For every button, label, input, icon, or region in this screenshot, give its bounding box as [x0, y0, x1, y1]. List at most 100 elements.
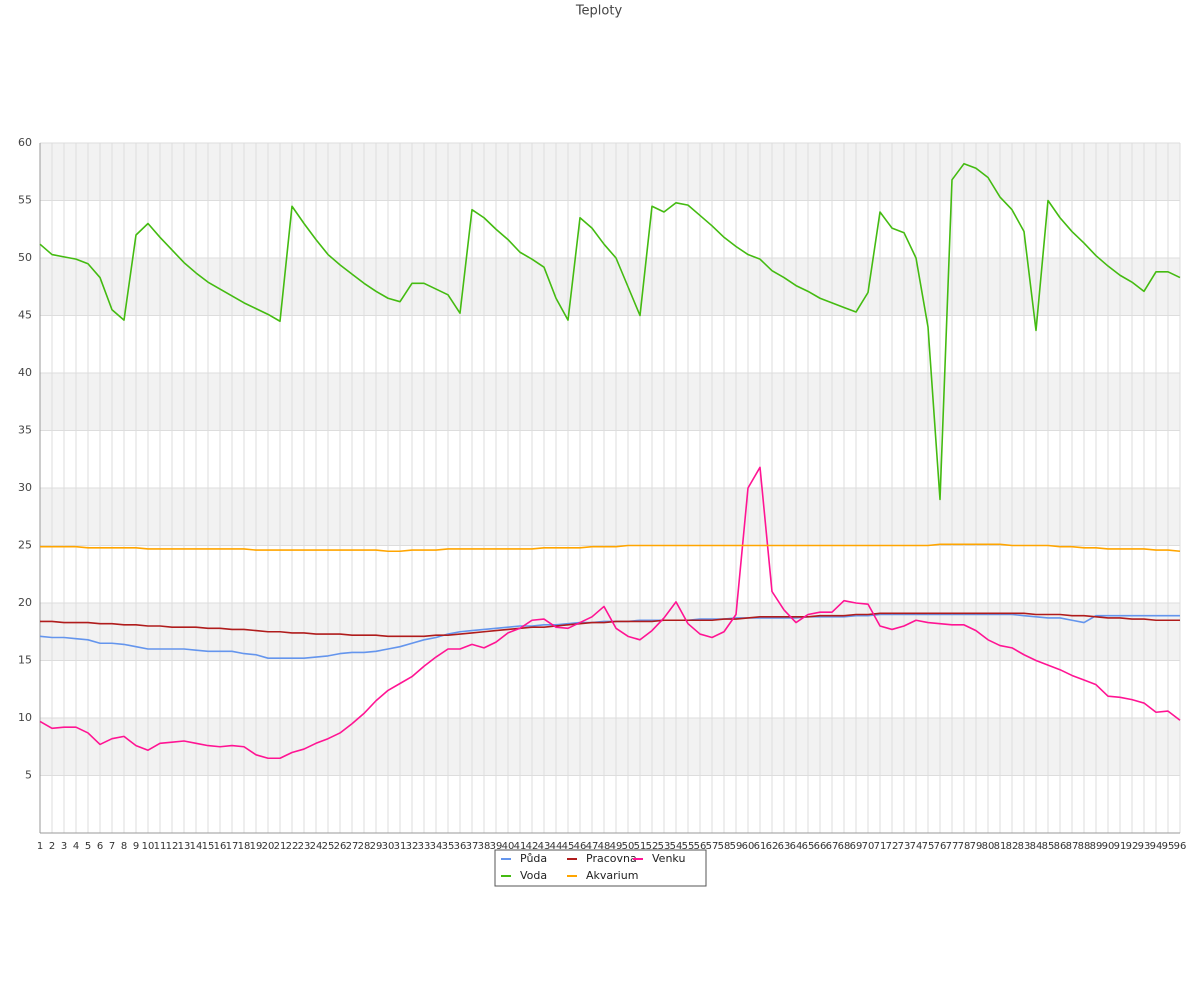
y-tick-label: 30: [18, 481, 32, 494]
x-tick-label: 61: [754, 841, 767, 852]
x-tick-label: 38: [478, 841, 491, 852]
x-tick-label: 88: [1078, 841, 1091, 852]
x-tick-label: 48: [598, 841, 611, 852]
x-tick-label: 49: [610, 841, 623, 852]
x-tick-label: 2: [49, 841, 55, 852]
x-tick-label: 29: [370, 841, 383, 852]
chart-title: Teploty: [575, 4, 623, 19]
x-tick-label: 52: [646, 841, 659, 852]
x-tick-label: 43: [538, 841, 551, 852]
x-tick-label: 72: [886, 841, 899, 852]
x-tick-label: 55: [682, 841, 695, 852]
x-tick-label: 20: [262, 841, 275, 852]
x-tick-label: 5: [85, 841, 91, 852]
y-tick-label: 40: [18, 366, 32, 379]
x-tick-label: 75: [922, 841, 935, 852]
x-tick-label: 58: [718, 841, 731, 852]
x-tick-label: 57: [706, 841, 719, 852]
x-tick-label: 17: [226, 841, 239, 852]
grid-band: [40, 718, 1180, 776]
y-tick-label: 55: [18, 194, 32, 207]
x-tick-label: 59: [730, 841, 743, 852]
series-line: [39, 466, 1181, 760]
x-tick-label: 87: [1066, 841, 1079, 852]
x-tick-label: 83: [1018, 841, 1031, 852]
legend-label: Voda: [520, 869, 547, 882]
x-tick-label: 42: [526, 841, 539, 852]
x-tick-label: 19: [250, 841, 263, 852]
x-tick-label: 46: [574, 841, 587, 852]
x-tick-label: 35: [442, 841, 455, 852]
x-tick-label: 86: [1054, 841, 1067, 852]
x-tick-label: 90: [1102, 841, 1115, 852]
y-tick-label: 10: [18, 711, 32, 724]
series-line: [40, 612, 1180, 638]
x-tick-label: 24: [310, 841, 323, 852]
x-tick-label: 64: [790, 841, 803, 852]
x-tick-label: 56: [694, 841, 707, 852]
x-tick-label: 45: [562, 841, 575, 852]
x-tick-label: 12: [166, 841, 179, 852]
x-tick-label: 94: [1150, 841, 1163, 852]
x-tick-label: 1: [37, 841, 43, 852]
x-tick-label: 40: [502, 841, 515, 852]
x-tick-label: 23: [298, 841, 311, 852]
x-tick-label: 93: [1138, 841, 1151, 852]
x-tick-label: 50: [622, 841, 635, 852]
legend-label: Akvarium: [586, 869, 638, 882]
x-tick-label: 37: [466, 841, 479, 852]
x-tick-label: 14: [190, 841, 203, 852]
x-tick-label: 51: [634, 841, 647, 852]
x-tick-label: 18: [238, 841, 251, 852]
x-tick-label: 26: [334, 841, 347, 852]
x-tick-label: 30: [382, 841, 395, 852]
x-tick-label: 13: [178, 841, 191, 852]
x-tick-label: 91: [1114, 841, 1127, 852]
x-tick-label: 89: [1090, 841, 1103, 852]
x-tick-label: 81: [994, 841, 1007, 852]
x-tick-label: 66: [814, 841, 827, 852]
x-tick-label: 22: [286, 841, 299, 852]
x-tick-label: 6: [97, 841, 103, 852]
x-tick-label: 84: [1030, 841, 1043, 852]
x-tick-label: 4: [73, 841, 79, 852]
grid-band: [40, 143, 1180, 201]
x-tick-label: 36: [454, 841, 467, 852]
x-tick-label: 74: [910, 841, 923, 852]
grid-band: [40, 488, 1180, 546]
x-tick-label: 9: [133, 841, 139, 852]
x-tick-label: 25: [322, 841, 335, 852]
y-tick-label: 20: [18, 596, 32, 609]
x-tick-label: 80: [982, 841, 995, 852]
x-tick-label: 68: [838, 841, 851, 852]
x-tick-label: 79: [970, 841, 983, 852]
x-tick-label: 77: [946, 841, 959, 852]
x-tick-label: 41: [514, 841, 527, 852]
x-tick-label: 7: [109, 841, 115, 852]
x-tick-label: 95: [1162, 841, 1175, 852]
x-tick-label: 53: [658, 841, 671, 852]
y-tick-label: 5: [25, 769, 32, 782]
x-tick-label: 63: [778, 841, 791, 852]
x-tick-label: 92: [1126, 841, 1139, 852]
grid-band: [40, 373, 1180, 431]
legend-label: Venku: [652, 852, 685, 865]
x-tick-label: 71: [874, 841, 887, 852]
x-tick-label: 44: [550, 841, 563, 852]
x-tick-label: 27: [346, 841, 359, 852]
x-tick-label: 62: [766, 841, 779, 852]
x-tick-label: 11: [154, 841, 167, 852]
x-tick-label: 82: [1006, 841, 1019, 852]
y-tick-label: 50: [18, 251, 32, 264]
grid-band: [40, 258, 1180, 316]
legend-label: Půda: [520, 852, 547, 865]
y-tick-label: 15: [18, 654, 32, 667]
x-tick-label: 39: [490, 841, 503, 852]
x-tick-label: 31: [394, 841, 407, 852]
x-tick-label: 32: [406, 841, 419, 852]
x-tick-label: 85: [1042, 841, 1055, 852]
x-tick-label: 10: [142, 841, 155, 852]
x-tick-label: 65: [802, 841, 815, 852]
x-tick-label: 54: [670, 841, 683, 852]
